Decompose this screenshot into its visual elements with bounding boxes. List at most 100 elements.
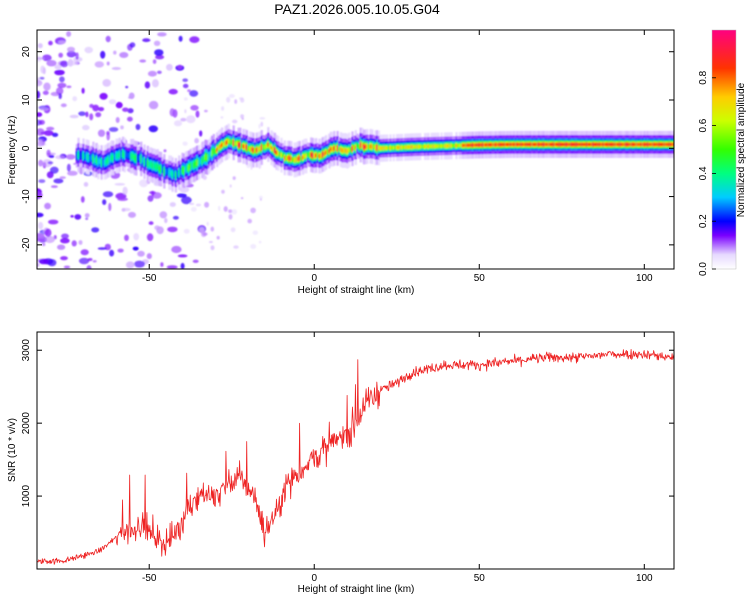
- spectrogram-ridge-cell: [92, 156, 95, 162]
- figure-title: PAZ1.2026.005.10.05.G04: [274, 1, 440, 17]
- spectrogram-ridge-cell: [458, 144, 461, 147]
- spectrogram-noise-blob: [100, 50, 106, 59]
- spectrogram-noise-blob: [44, 235, 55, 244]
- spectrogram-ridge-cell: [435, 144, 438, 148]
- spectrogram-ridge-cell: [250, 147, 253, 152]
- colorbar-tick-label: 0.4: [698, 166, 709, 180]
- spectrogram-ridge-cell: [123, 152, 126, 158]
- spectrogram-ridge-cell: [613, 142, 617, 146]
- x-tick-label: 100: [636, 273, 653, 284]
- spectrogram-noise-blob: [247, 218, 252, 224]
- spectrogram-ridge-cell: [169, 170, 173, 176]
- spectrogram-ridge-cell: [554, 142, 557, 146]
- spectrogram-ridge-cell: [503, 143, 506, 147]
- spectrogram-noise-blob: [37, 233, 45, 240]
- spectrogram-panel: -50 0 50 100 -20 -10 0 10 20 Height of straight…: [7, 29, 675, 296]
- spectrogram-ridge-cell: [222, 142, 225, 147]
- spectrogram-noise-blob: [180, 117, 187, 122]
- colorbar-ticks: 0.0 0.2 0.4 0.6 0.8: [698, 70, 716, 276]
- spectrogram-ridge-cell: [488, 143, 491, 147]
- spectrogram-noise-blob: [177, 64, 183, 70]
- spectrogram-ridge-cell: [239, 143, 242, 147]
- spectrogram-ridge-cell: [582, 142, 585, 146]
- spectrogram-noise-blob: [166, 265, 178, 269]
- spectrogram-noise-blob: [182, 141, 188, 146]
- spectrogram-ridge-cell: [176, 171, 179, 178]
- spectrogram-ridge-cell: [456, 144, 460, 148]
- spectrogram-ridge-cell: [329, 147, 333, 152]
- spectrogram-ridge-cell: [130, 153, 133, 160]
- spectrogram-x-axis-label: Height of straight line (km): [298, 285, 415, 296]
- y-tick-label: -20: [21, 237, 32, 252]
- spectrogram-noise-blob: [42, 242, 46, 247]
- spectrogram-ridge-cell: [448, 144, 451, 148]
- spectrogram-ridge-cell: [282, 153, 285, 158]
- spectrogram-noise-blob: [113, 50, 117, 55]
- spectrogram-noise-blob: [182, 78, 188, 82]
- spectrogram-ridge-cell: [278, 152, 282, 157]
- spectrogram-noise-blob: [132, 246, 139, 251]
- spectrogram-noise-blob: [69, 114, 79, 119]
- spectrogram-noise-blob: [125, 261, 135, 269]
- spectrogram-noise-blob: [91, 227, 100, 233]
- spectrogram-ridge-cell: [655, 142, 658, 146]
- spectrogram-ridge-cell: [85, 153, 88, 160]
- spectrogram-noise-blob: [232, 119, 238, 124]
- spectrogram-ridge-cell: [287, 156, 290, 160]
- spectrogram-noise-blob: [37, 191, 43, 200]
- spectrogram-ridge-cell: [351, 146, 354, 151]
- spectrogram-noise-blob: [148, 221, 154, 225]
- spectrogram-ridge-cell: [483, 143, 486, 147]
- spectrogram-noise-blob: [119, 52, 129, 58]
- spectrogram-noise-blob: [154, 49, 164, 56]
- spectrogram-ridge-cell: [511, 142, 514, 146]
- spectrogram-ridge-cell: [125, 151, 128, 158]
- spectrogram-ridge-cell: [509, 142, 513, 146]
- spectrogram-ridge-cell: [600, 142, 603, 146]
- colorbar: 0.0 0.2 0.4 0.6 0.8 Normalized spectral ampl…: [698, 29, 747, 276]
- spectrogram-ridge-cell: [442, 144, 445, 148]
- spectrogram-ridge-cell: [82, 152, 85, 159]
- spectrogram-noise-blob: [126, 116, 133, 122]
- spectrogram-noise-blob: [108, 202, 112, 212]
- spectrogram-noise-blob: [137, 250, 145, 257]
- spectrogram-ridge-cell: [547, 142, 551, 146]
- snr-x-ticks: -50 0 50 100: [142, 332, 653, 584]
- spectrogram-ridge-cell: [409, 145, 412, 149]
- spectrogram-noise-blob: [43, 130, 54, 136]
- spectrogram-ridge-cell: [524, 142, 527, 146]
- spectrogram-ridge-cell: [379, 146, 382, 150]
- snr-x-axis-label: Height of straight line (km): [298, 584, 415, 595]
- spectrogram-ridge-cell: [595, 142, 598, 146]
- spectrogram-noise-blob: [220, 116, 224, 119]
- spectrogram-ridge-cell: [590, 142, 593, 146]
- spectrogram-noise-blob: [48, 40, 53, 46]
- spectrogram-noise-blob: [43, 82, 51, 91]
- spectrogram-ridge-cell: [84, 153, 87, 160]
- spectrogram-ridge-cell: [432, 144, 435, 148]
- spectrogram-ridge-cell: [112, 155, 115, 161]
- spectrogram-noise-blob: [139, 179, 149, 188]
- spectrogram-noise-blob: [117, 248, 124, 253]
- spectrogram-ridge-cell: [608, 142, 612, 146]
- spectrogram-ridge-cell: [656, 142, 659, 146]
- spectrogram-ridge-cell: [501, 143, 504, 147]
- spectrogram-noise-blob: [259, 117, 266, 120]
- spectrogram-ridge-cell: [140, 156, 143, 162]
- spectrogram-ridge-cell: [349, 147, 352, 152]
- spectrogram-ridge-cell: [107, 157, 110, 163]
- y-tick-label: 3000: [21, 339, 32, 362]
- spectrogram-ridge-cell: [402, 145, 405, 149]
- spectrogram-ridge-cell: [557, 142, 560, 146]
- spectrogram-noise-blob: [81, 87, 85, 94]
- spectrogram-ridge-cell: [631, 142, 635, 146]
- spectrogram-ridge-cell: [445, 144, 448, 148]
- spectrogram-noise-blob: [106, 132, 110, 141]
- spectrogram-ridge-cell: [338, 147, 341, 152]
- snr-series-line: [37, 348, 674, 565]
- spectrogram-ridge-cell: [425, 144, 428, 148]
- spectrogram-ridge-cell: [420, 145, 423, 149]
- spectrogram-ridge-cell: [414, 145, 417, 149]
- spectrogram-ridge-cell: [343, 148, 346, 153]
- spectrogram-ridge-cell: [461, 143, 465, 147]
